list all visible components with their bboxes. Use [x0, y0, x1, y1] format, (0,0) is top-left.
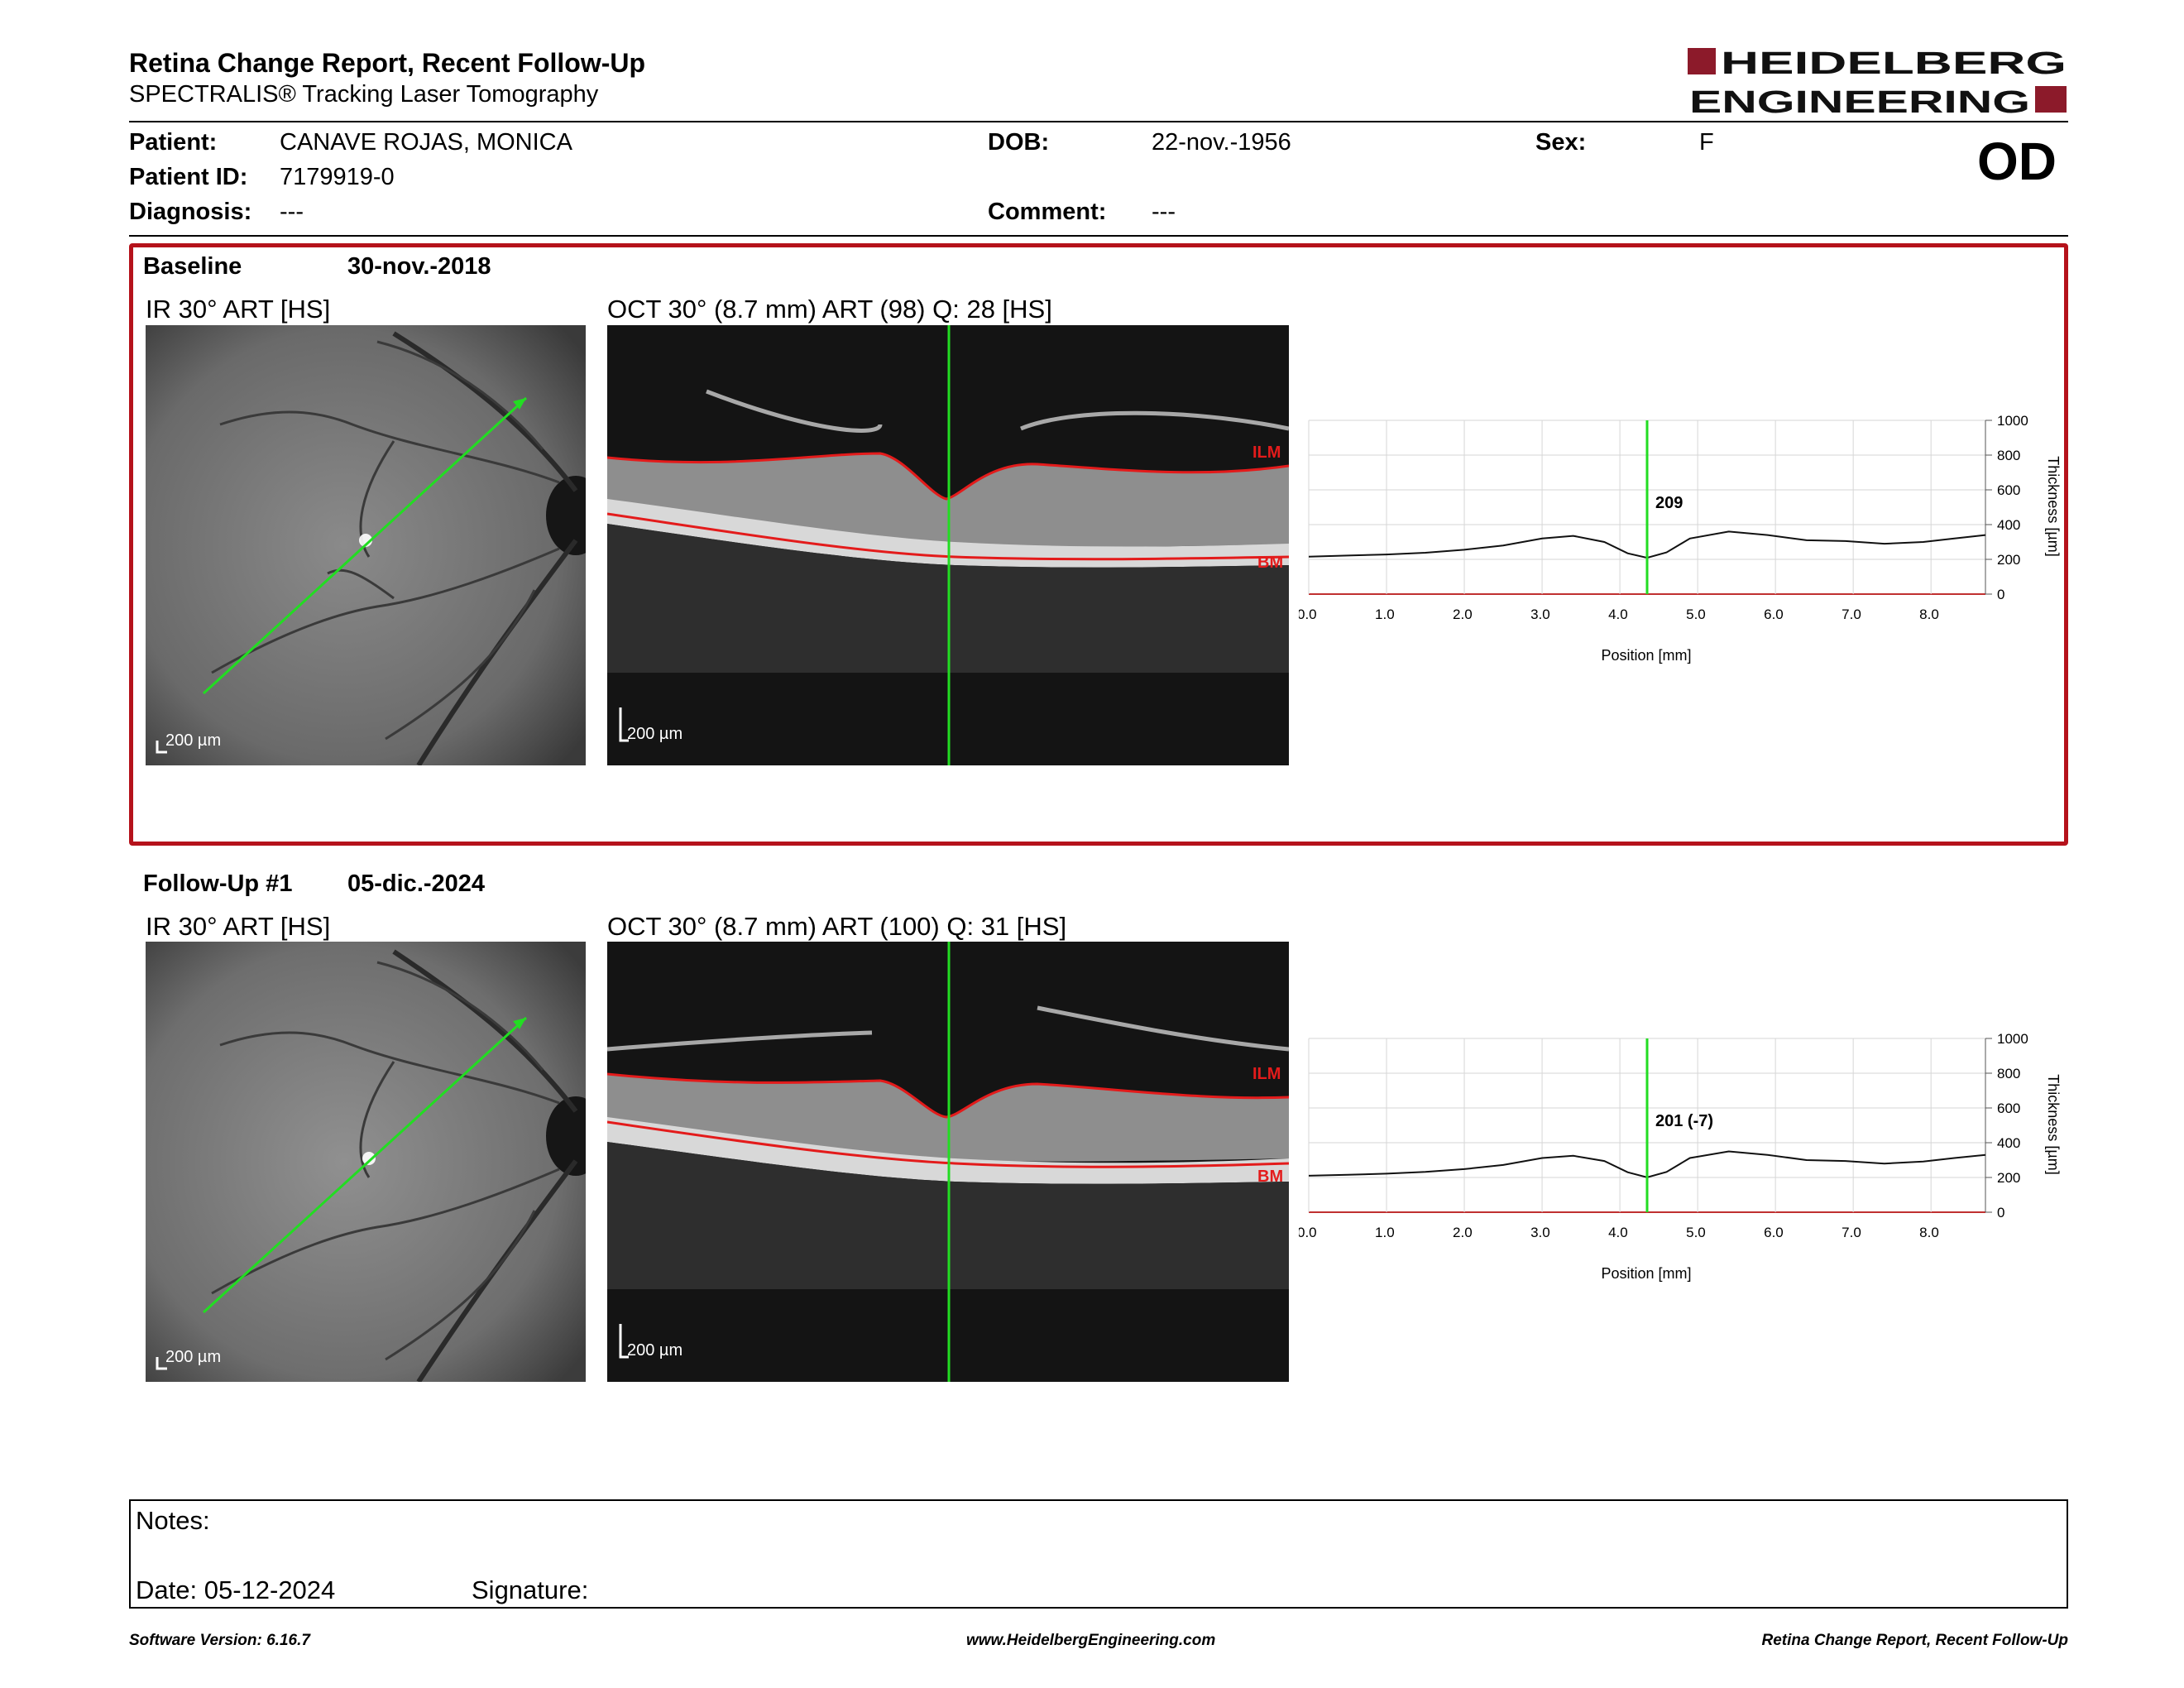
eye-indicator: OD — [1977, 132, 2057, 191]
baseline-chart-xtick-label: 0.0 — [1299, 607, 1317, 622]
report-title: Retina Change Report, Recent Follow-Up — [129, 48, 646, 78]
notes-date: Date: 05-12-2024 — [136, 1575, 336, 1604]
baseline-chart-ytick-label: 0 — [1997, 587, 2004, 602]
followup-chart-marker-value: 201 (-7) — [1655, 1112, 1713, 1130]
diagnosis-value: --- — [280, 199, 304, 225]
patient-label: Patient: — [129, 129, 218, 156]
baseline-chart-xtick-label: 5.0 — [1686, 607, 1706, 622]
followup-fundus-image: 200 µm — [146, 942, 586, 1382]
followup-chart-xtick-label: 3.0 — [1530, 1225, 1550, 1240]
followup-chart-ytick-label: 800 — [1997, 1066, 2020, 1081]
baseline-chart-marker-value: 209 — [1655, 494, 1683, 512]
baseline-chart-xtick-label: 8.0 — [1919, 607, 1939, 622]
notes-label: Notes: — [136, 1506, 210, 1535]
baseline-ilm-label: ILM — [1252, 444, 1281, 462]
baseline-section — [129, 243, 2068, 846]
followup-chart-xtick-label: 8.0 — [1919, 1225, 1939, 1240]
followup-chart-xtick-label: 4.0 — [1608, 1225, 1628, 1240]
baseline-chart-ytick-label: 800 — [1997, 448, 2020, 463]
followup-ilm-label: ILM — [1252, 1065, 1281, 1083]
followup-chart-xtick-label: 7.0 — [1842, 1225, 1861, 1240]
baseline-oct-scale: 200 µm — [627, 725, 682, 743]
baseline-chart-xtick-label: 6.0 — [1764, 607, 1784, 622]
comment-label: Comment: — [988, 199, 1107, 225]
baseline-chart-ytick-label: 400 — [1997, 517, 2020, 533]
followup-chart-ytick-label: 0 — [1997, 1205, 2004, 1220]
followup-chart-ylabel: Thickness [µm] — [2045, 1074, 2062, 1174]
followup-chart-ytick-label: 600 — [1997, 1101, 2020, 1116]
baseline-chart-xtick-label: 2.0 — [1453, 607, 1473, 622]
footer-report-name: Retina Change Report, Recent Follow-Up — [1761, 1632, 2068, 1649]
followup-chart-xtick-label: 6.0 — [1764, 1225, 1784, 1240]
patient-id-value: 7179919-0 — [280, 164, 395, 190]
baseline-chart-xtick-label: 3.0 — [1530, 607, 1550, 622]
followup-chart-ytick-label: 1000 — [1997, 1031, 2028, 1047]
followup-chart-xtick-label: 1.0 — [1375, 1225, 1395, 1240]
followup-chart-xtick-label: 2.0 — [1453, 1225, 1473, 1240]
baseline-chart-ytick-label: 200 — [1997, 552, 2020, 568]
logo-line2: ENGINEERING — [1689, 85, 2030, 116]
report-subtitle: SPECTRALIS® Tracking Laser Tomography — [129, 81, 599, 108]
sex-value: F — [1699, 129, 1714, 156]
followup-chart-ytick-label: 200 — [1997, 1170, 2020, 1186]
followup-date: 05-dic.-2024 — [347, 870, 486, 897]
patient-id-label: Patient ID: — [129, 164, 248, 190]
baseline-title: Baseline — [143, 253, 242, 280]
followup-bm-label: BM — [1257, 1168, 1283, 1186]
dob-value: 22-nov.-1956 — [1152, 129, 1291, 156]
baseline-date: 30-nov.-2018 — [347, 253, 491, 280]
patient-name: CANAVE ROJAS, MONICA — [280, 129, 572, 156]
followup-oct-scale: 200 µm — [627, 1341, 682, 1360]
heidelberg-logo: HEIDELBERG ENGINEERING — [1688, 46, 2067, 116]
baseline-chart-ytick-label: 600 — [1997, 482, 2020, 498]
baseline-ir-scale: 200 µm — [165, 731, 221, 750]
followup-thickness-chart: 0 200 400 600 800 1000 0.0 1.0 2.0 3.0 4.0 5.0 6.0 7.… — [1299, 1031, 2062, 1282]
baseline-chart-xtick-label: 7.0 — [1842, 607, 1861, 622]
followup-oct-scan: ILM BM 200 µm — [607, 942, 1289, 1382]
baseline-chart-ytick-label: 1000 — [1997, 413, 2028, 429]
baseline-oct-label: OCT 30° (8.7 mm) ART (98) Q: 28 [HS] — [607, 295, 1052, 324]
baseline-chart-ylabel: Thickness [µm] — [2045, 456, 2062, 556]
followup-oct-label: OCT 30° (8.7 mm) ART (100) Q: 31 [HS] — [607, 912, 1067, 941]
signature-label: Signature: — [472, 1575, 589, 1604]
followup-ir-scale: 200 µm — [165, 1348, 221, 1366]
baseline-thickness-chart: 0 200 400 600 800 1000 0.0 1.0 2.0 3.0 4.0 5.0 6.0 7.… — [1299, 413, 2062, 664]
footer-software-version: Software Version: 6.16.7 — [129, 1632, 310, 1649]
followup-ir-label: IR 30° ART [HS] — [146, 912, 331, 941]
followup-chart-xlabel: Position [mm] — [1601, 1265, 1691, 1282]
baseline-fundus-image: 200 µm — [146, 325, 586, 765]
followup-chart-xtick-label: 5.0 — [1686, 1225, 1706, 1240]
dob-label: DOB: — [988, 129, 1050, 156]
baseline-chart-xtick-label: 4.0 — [1608, 607, 1628, 622]
baseline-bm-label: BM — [1257, 554, 1283, 572]
baseline-oct-scan: ILM BM 200 µm — [607, 325, 1289, 765]
baseline-chart-xtick-label: 1.0 — [1375, 607, 1395, 622]
sex-label: Sex: — [1535, 129, 1587, 156]
footer-website[interactable]: www.HeidelbergEngineering.com — [966, 1632, 1216, 1649]
followup-chart-ytick-label: 400 — [1997, 1135, 2020, 1151]
notes-box[interactable] — [129, 1499, 2068, 1609]
comment-value: --- — [1152, 199, 1176, 225]
followup-title: Follow-Up #1 — [143, 870, 293, 897]
logo-line1: HEIDELBERG — [1721, 46, 2067, 81]
diagnosis-label: Diagnosis: — [129, 199, 252, 225]
baseline-chart-xlabel: Position [mm] — [1601, 647, 1691, 664]
followup-chart-xtick-label: 0.0 — [1299, 1225, 1317, 1240]
baseline-ir-label: IR 30° ART [HS] — [146, 295, 331, 324]
